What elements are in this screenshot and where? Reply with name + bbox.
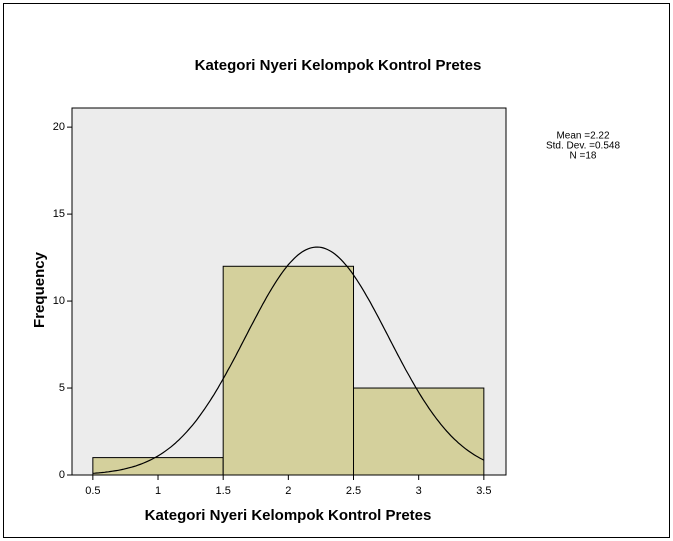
bar [353,387,485,476]
y-tick-label: 10 [53,295,65,307]
stat-label: N =18 [570,151,597,162]
y-tick-label: 20 [53,121,65,133]
x-tick-label: 0.5 [85,485,100,497]
normal-curve [92,246,485,474]
x-tick-label: 2 [285,485,291,497]
bar [92,457,224,476]
stat-label: Mean =2.22 [556,131,610,142]
stat-label: Std. Dev. =0.548 [546,141,620,152]
x-tick-label: 2.5 [346,485,361,497]
chart-title: Kategori Nyeri Kelompok Kontrol Pretes [195,57,482,74]
y-axis-label: Frequency [31,251,48,328]
x-tick-label: 1.5 [216,485,231,497]
x-tick-label: 3 [416,485,422,497]
x-tick-label: 3.5 [476,485,491,497]
x-tick-label: 1 [155,485,161,497]
bar [222,265,355,476]
y-tick-label: 5 [59,382,65,394]
x-axis-label: Kategori Nyeri Kelompok Kontrol Pretes [145,507,432,524]
y-tick-label: 15 [53,208,65,220]
y-tick-label: 0 [59,469,65,481]
